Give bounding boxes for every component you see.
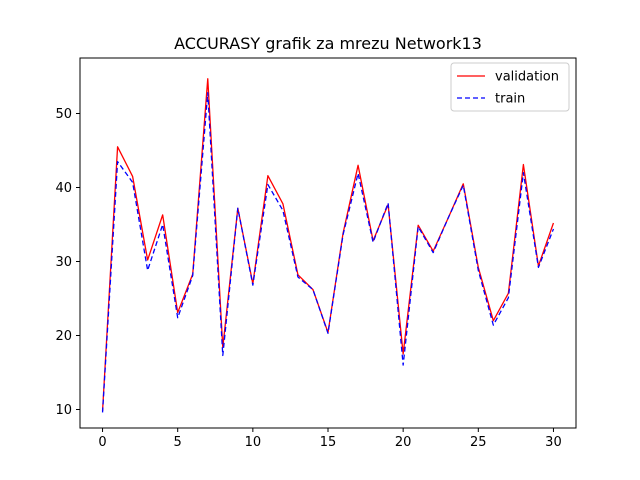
y-tick-label: 40 <box>55 181 72 196</box>
x-tick-label: 0 <box>98 435 106 450</box>
x-tick-label: 30 <box>545 435 562 450</box>
legend-label-validation: validation <box>495 70 559 85</box>
legend-box <box>450 62 570 112</box>
axes-layer: 0 5 10 15 20 25 30 10 20 30 40 50 <box>55 57 577 450</box>
x-tick-label: 10 <box>245 435 262 450</box>
x-tick-label: 15 <box>320 435 337 450</box>
series-line-train <box>101 92 555 413</box>
legend: validation train <box>450 62 570 112</box>
chart-title: ACCURASY grafik za mrezu Network13 <box>174 34 482 53</box>
y-tick-label: 30 <box>55 255 72 270</box>
series-layer <box>101 78 555 413</box>
x-tick-label: 25 <box>470 435 487 450</box>
legend-label-train: train <box>495 92 525 107</box>
x-tick-label: 20 <box>395 435 412 450</box>
y-tick-label: 50 <box>55 107 72 122</box>
y-tick-label: 20 <box>55 329 72 344</box>
x-tick-label: 5 <box>174 435 182 450</box>
plot-area <box>80 58 576 428</box>
y-tick-label: 10 <box>55 403 72 418</box>
